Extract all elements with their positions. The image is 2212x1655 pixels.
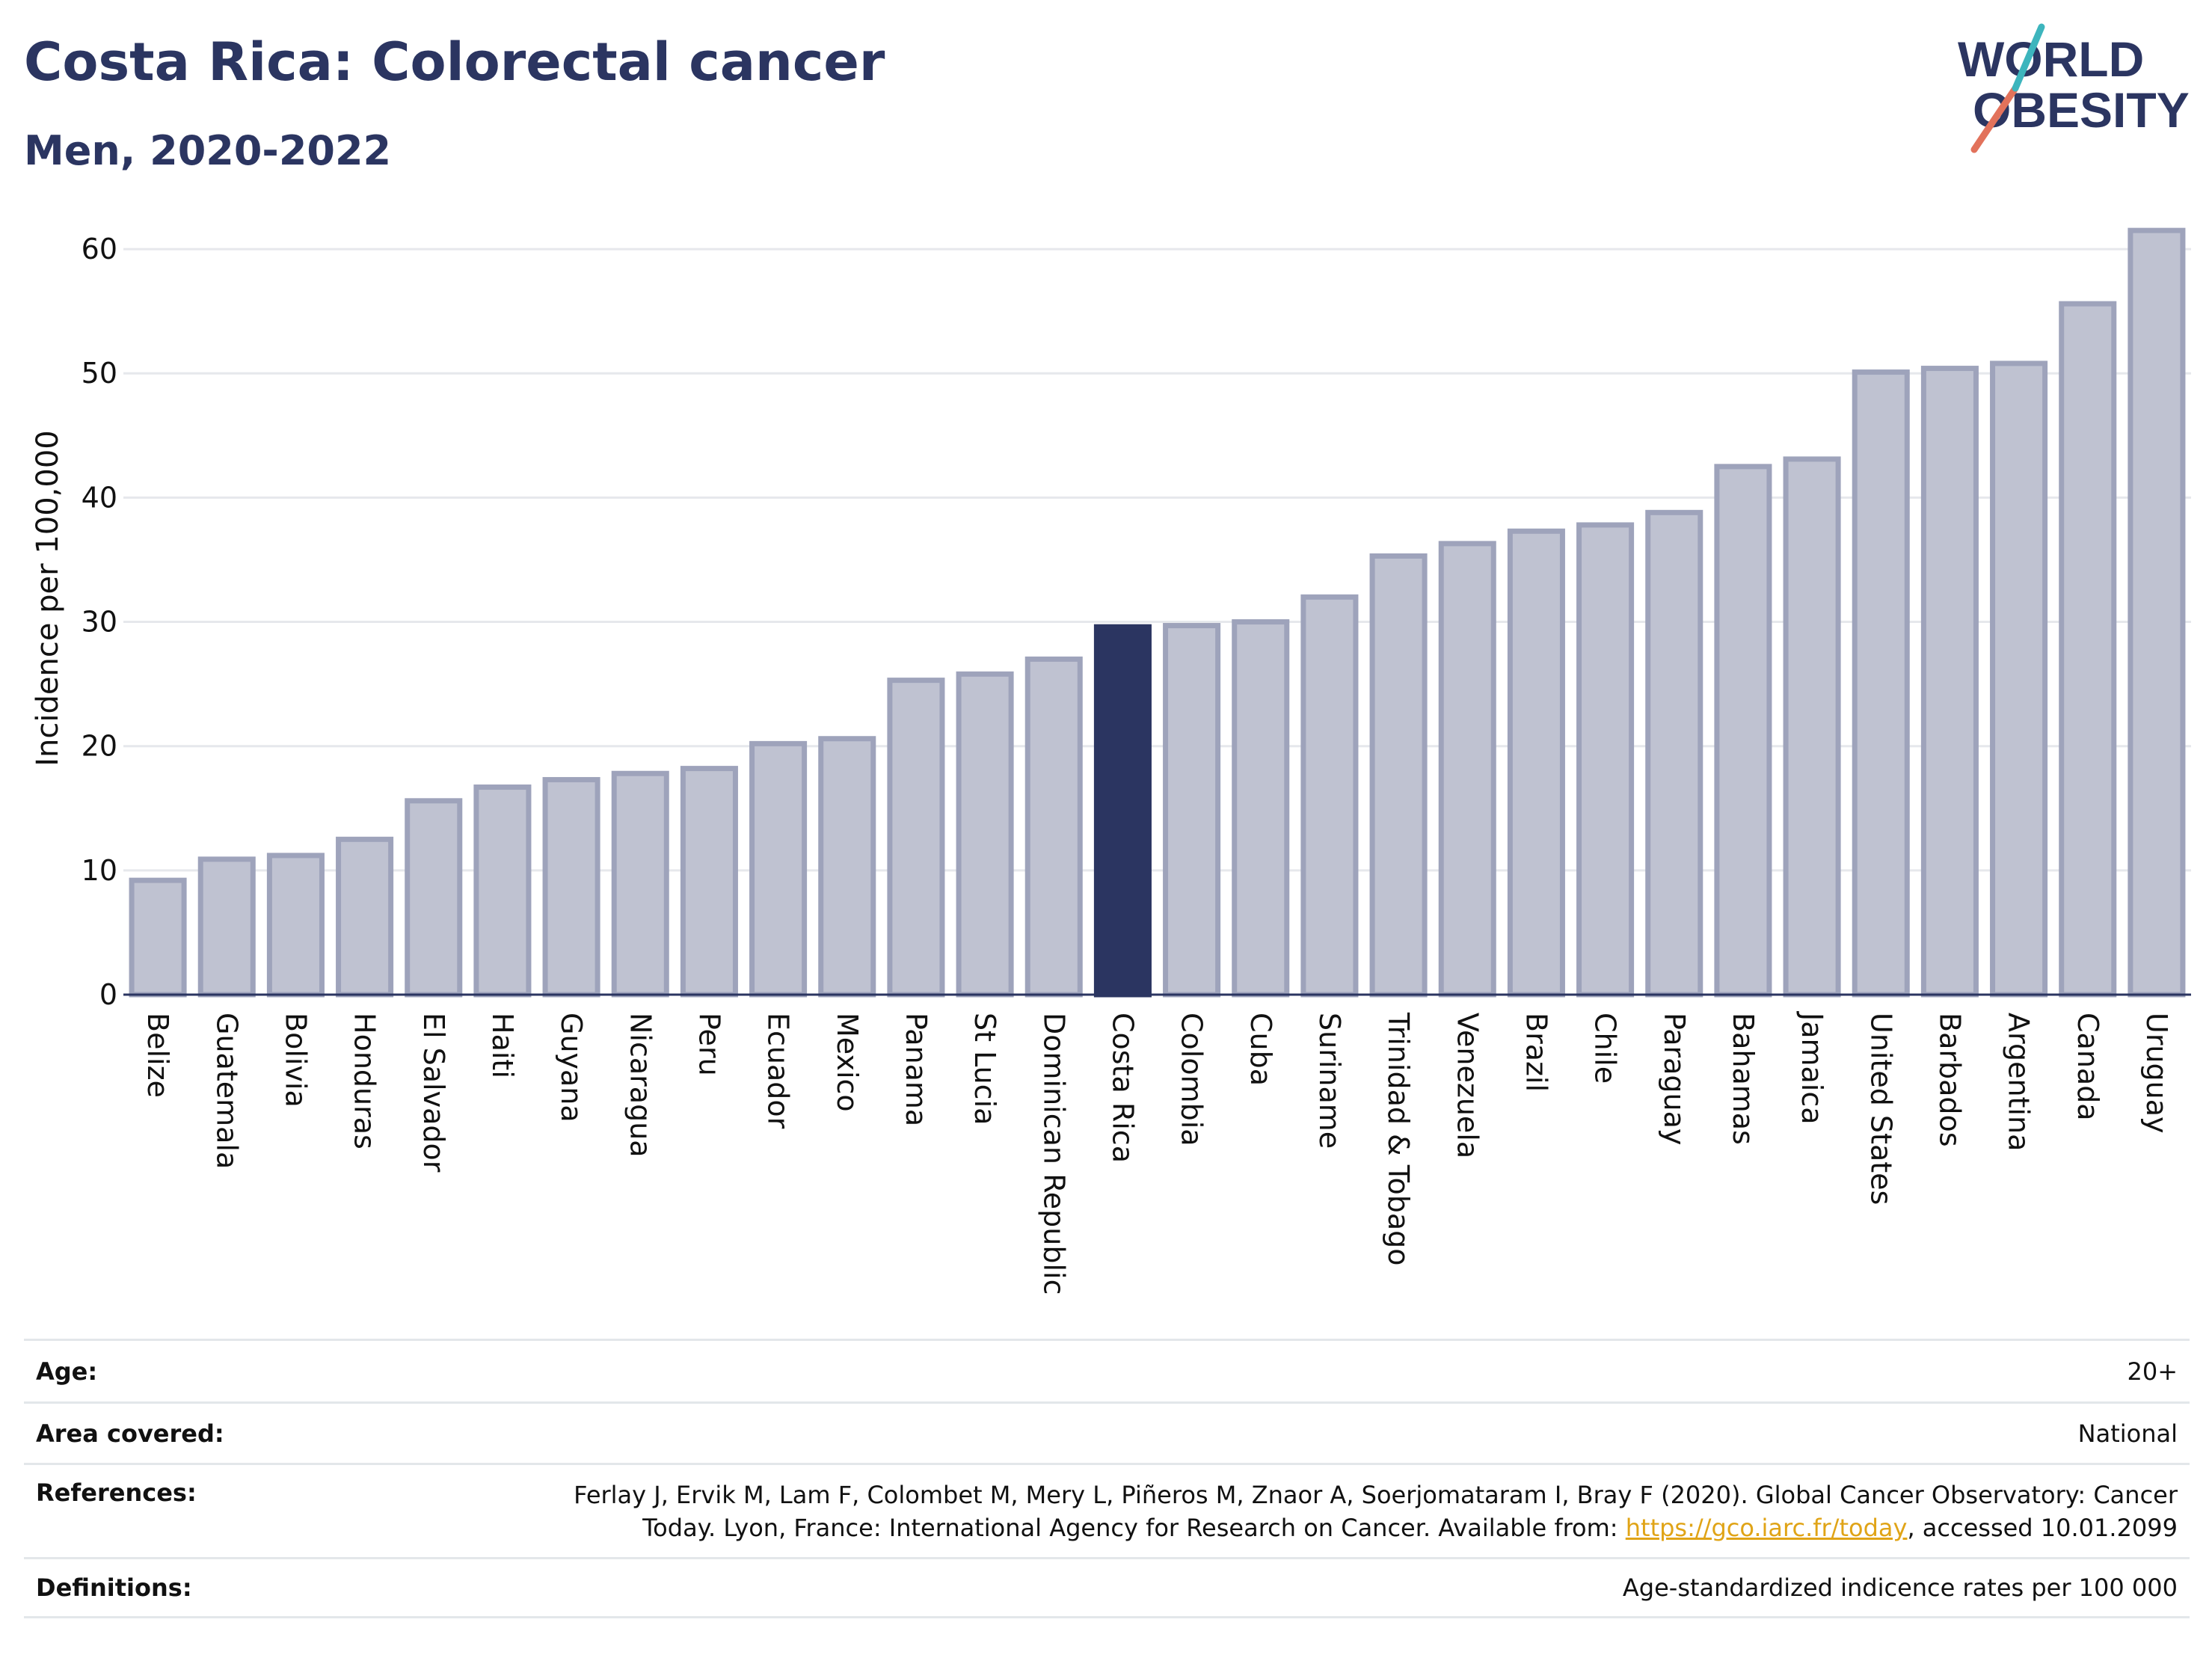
info-value-definitions: Age-standardized indicence rates per 100… (1622, 1573, 2178, 1602)
bar-honduras (336, 836, 394, 998)
references-line2-pre: Today. Lyon, France: International Agenc… (642, 1514, 1626, 1542)
x-tick-label: Venezuela (1451, 1013, 1484, 1158)
info-row-references: References: Ferlay J, Ervik M, Lam F, Co… (24, 1463, 2190, 1557)
bar-haiti (473, 784, 532, 998)
bar-uruguay (2127, 227, 2186, 998)
bar-paraguay (1645, 509, 1703, 998)
bar-trinidad-tobago (1369, 553, 1428, 998)
bar-jamaica (1783, 456, 1841, 998)
bar-barbados (1920, 366, 1979, 998)
info-row-area: Area covered: National (24, 1401, 2190, 1463)
x-tick-label: Peru (692, 1013, 725, 1076)
x-tick-label: United States (1864, 1013, 1897, 1205)
y-axis-label: Incidence per 100,000 (31, 430, 65, 767)
x-tick-label: Colombia (1176, 1013, 1208, 1146)
info-label-age: Age: (36, 1357, 98, 1386)
info-value-area: National (2077, 1419, 2178, 1448)
y-axis-ticks: 0 10 20 30 40 50 60 (82, 233, 117, 1011)
bar-chile (1576, 522, 1635, 998)
info-value-references: Ferlay J, Ervik M, Lam F, Colombet M, Me… (574, 1479, 2178, 1544)
x-tick-label: Argentina (2003, 1013, 2036, 1151)
page-subtitle: Men, 2020-2022 (24, 127, 392, 174)
info-label-area: Area covered: (36, 1419, 224, 1448)
y-tick-label: 0 (99, 978, 117, 1011)
info-label-references: References: (36, 1479, 197, 1507)
x-tick-label: Bahamas (1727, 1013, 1760, 1145)
logo-line1: WORLD (1958, 31, 2144, 87)
x-tick-label: Uruguay (2140, 1013, 2173, 1134)
bar-panama (887, 678, 945, 998)
x-tick-label: Panama (900, 1013, 933, 1126)
references-line1: Ferlay J, Ervik M, Lam F, Colombet M, Me… (574, 1481, 2178, 1509)
info-value-age: 20+ (2127, 1357, 2178, 1386)
bar-united-states (1852, 369, 1910, 998)
bar-nicaragua (611, 770, 669, 998)
y-tick-label: 20 (82, 730, 117, 763)
y-tick-label: 10 (82, 854, 117, 887)
x-tick-label: Costa Rica (1106, 1013, 1139, 1163)
bar-peru (680, 766, 738, 998)
x-tick-label: Brazil (1520, 1013, 1552, 1092)
x-tick-label: Honduras (348, 1013, 381, 1149)
x-tick-label: Canada (2071, 1013, 2104, 1121)
x-tick-label: Nicaragua (624, 1013, 657, 1158)
bar-ecuador (749, 740, 808, 998)
x-tick-label: Bolivia (279, 1013, 312, 1108)
x-tick-label: Belize (141, 1013, 174, 1098)
bar-belize (129, 877, 187, 998)
bar-bahamas (1714, 464, 1772, 998)
x-tick-label: Ecuador (762, 1013, 795, 1129)
world-obesity-logo: WORLD OBESITY (1958, 23, 2190, 153)
x-tick-label: Barbados (1933, 1013, 1966, 1147)
x-tick-label: St Lucia (968, 1013, 1001, 1125)
bar-brazil (1507, 528, 1565, 998)
x-tick-label: Guatemala (210, 1013, 243, 1169)
y-tick-label: 60 (82, 233, 117, 265)
bar-argentina (1990, 360, 2048, 998)
x-tick-label: El Salvador (417, 1013, 450, 1173)
bar-chart: 0 10 20 30 40 50 60 Belize Guatemala Bolivia Hond… (31, 227, 2191, 1295)
x-tick-label: Paraguay (1658, 1013, 1691, 1145)
y-tick-label: 50 (82, 357, 117, 390)
bar-cuba (1232, 619, 1290, 998)
bar-el-salvador (405, 798, 463, 998)
page-title: Costa Rica: Colorectal cancer (24, 31, 885, 93)
x-tick-label: Dominican Republic (1037, 1013, 1070, 1295)
bar-canada (2059, 301, 2117, 998)
bar-guyana (542, 777, 600, 998)
bar-st-lucia (956, 671, 1014, 998)
info-row-age: Age: 20+ (24, 1339, 2190, 1401)
x-tick-label: Trinidad & Tobago (1382, 1012, 1415, 1266)
x-tick-label: Haiti (486, 1013, 519, 1078)
logo-slash-teal-icon (2012, 23, 2045, 92)
info-label-definitions: Definitions: (36, 1573, 192, 1602)
info-row-definitions: Definitions: Age-standardized indicence … (24, 1557, 2190, 1618)
y-tick-label: 40 (82, 481, 117, 514)
logo-slash-coral-icon (1970, 85, 2019, 153)
x-tick-label: Suriname (1313, 1013, 1346, 1149)
bar-guatemala (197, 856, 256, 998)
bar-dominican-republic (1024, 656, 1083, 998)
y-tick-label: 30 (82, 606, 117, 639)
bar-bolivia (266, 853, 325, 998)
references-link[interactable]: https://gco.iarc.fr/today (1625, 1514, 1908, 1542)
info-table: Age: 20+ Area covered: National Referenc… (24, 1339, 2190, 1618)
x-tick-label: Chile (1589, 1013, 1622, 1084)
bar-costa-rica (1093, 624, 1152, 998)
x-axis-ticks: Belize Guatemala Bolivia Honduras El Salvado… (141, 1011, 2173, 1295)
x-tick-label: Guyana (555, 1013, 588, 1123)
x-tick-label: Jamaica (1795, 1011, 1828, 1125)
bar-venezuela (1438, 541, 1496, 998)
bars (129, 227, 2186, 998)
grid-lines (123, 248, 2191, 872)
bar-mexico (818, 736, 876, 998)
x-tick-label: Cuba (1244, 1013, 1277, 1086)
x-tick-label: Mexico (831, 1013, 864, 1112)
logo-line2: OBESITY (1973, 82, 2190, 138)
bar-suriname (1300, 594, 1359, 998)
references-line2-post: , accessed 10.01.2099 (1907, 1514, 2178, 1542)
bar-colombia (1163, 623, 1221, 998)
